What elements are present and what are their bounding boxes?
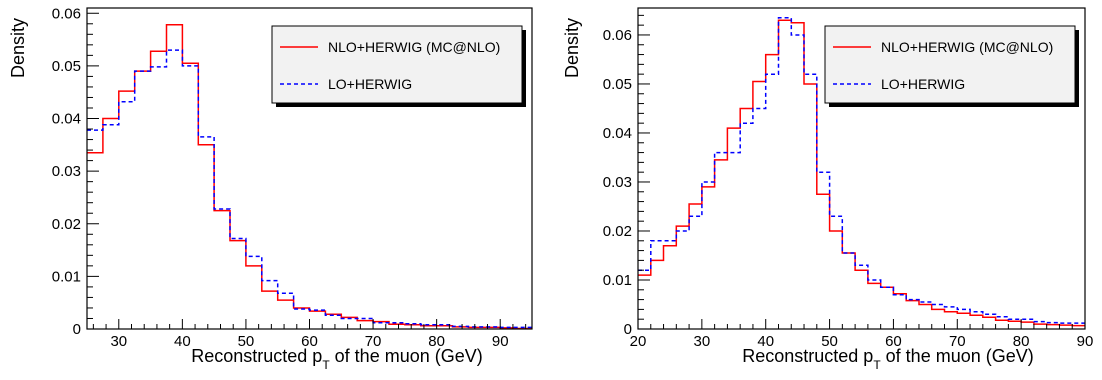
x-tick-label: 90 bbox=[492, 333, 509, 350]
y-axis-title: Density bbox=[8, 18, 28, 78]
y-tick-label: 0.03 bbox=[603, 174, 632, 191]
y-tick-label: 0.06 bbox=[603, 27, 632, 44]
series-line-lo bbox=[638, 17, 1085, 324]
series-line-nlo bbox=[638, 19, 1085, 327]
x-axis-title: Reconstructed pT of the muon (GeV) bbox=[742, 346, 1034, 372]
x-tick-label: 50 bbox=[821, 333, 838, 350]
legend-box bbox=[271, 25, 523, 104]
x-tick-label: 70 bbox=[365, 333, 382, 350]
x-tick-label: 60 bbox=[885, 333, 902, 350]
x-tick-label: 40 bbox=[757, 333, 774, 350]
y-tick-label: 0.04 bbox=[52, 111, 81, 128]
x-tick-label: 40 bbox=[174, 333, 191, 350]
x-tick-label: 50 bbox=[238, 333, 255, 350]
x-tick-label: 80 bbox=[428, 333, 445, 350]
y-tick-label: 0.05 bbox=[603, 76, 632, 93]
x-tick-label: 60 bbox=[301, 333, 318, 350]
chart-panel-1: 30 40 50 60 70 80 90 0 0.01 0.02 0.03 0.04 0.05 0.06 D… bbox=[8, 5, 533, 372]
y-tick-label: 0.01 bbox=[52, 268, 81, 285]
y-axis-title: Density bbox=[562, 18, 582, 78]
x-tick-label: 30 bbox=[694, 333, 711, 350]
y-tick-label: 0.02 bbox=[52, 216, 81, 233]
y-tick-label: 0.02 bbox=[603, 223, 632, 240]
legend-label-lo: LO+HERWIG bbox=[328, 76, 412, 92]
y-tick-label: 0.03 bbox=[52, 163, 81, 180]
plot-frame bbox=[637, 7, 1086, 330]
x-tick-label: 20 bbox=[630, 333, 647, 350]
series-line-lo bbox=[87, 49, 532, 329]
y-tick-label: 0 bbox=[73, 321, 81, 338]
y-tick-label: 0.04 bbox=[603, 125, 632, 142]
legend-label-lo: LO+HERWIG bbox=[881, 76, 965, 92]
x-tick-label: 80 bbox=[1013, 333, 1030, 350]
y-tick-label: 0.05 bbox=[52, 58, 81, 75]
y-tick-label: 0.01 bbox=[603, 272, 632, 289]
x-axis-title: Reconstructed pT of the muon (GeV) bbox=[191, 346, 483, 372]
legend-label-nlo: NLO+HERWIG (MC@NLO) bbox=[328, 39, 500, 55]
legend-label-nlo: NLO+HERWIG (MC@NLO) bbox=[881, 39, 1053, 55]
x-tick-label: 70 bbox=[949, 333, 966, 350]
x-tick-label: 30 bbox=[110, 333, 127, 350]
y-tick-label: 0.06 bbox=[52, 5, 81, 22]
x-tick-label: 90 bbox=[1077, 333, 1094, 350]
legend-box bbox=[824, 25, 1076, 104]
chart-panel-2: 20 30 40 50 60 70 80 90 0 0.01 0.02 0.03 0.04 0.05 0.0… bbox=[562, 7, 1094, 372]
y-tick-label: 0 bbox=[624, 321, 632, 338]
